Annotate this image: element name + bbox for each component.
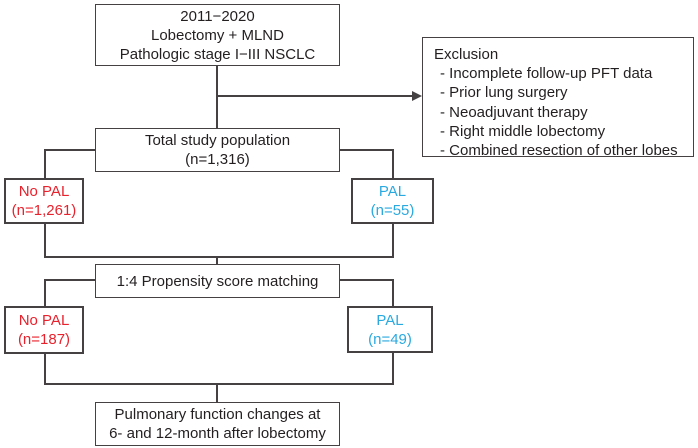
- no-pal-matched-count: (n=187): [17, 331, 71, 348]
- cohort-box: 2011−2020 Lobectomy + MLND Pathologic st…: [95, 4, 340, 66]
- connector-total-left-v: [44, 149, 46, 178]
- connector-to-exclusion: [216, 95, 413, 97]
- connector-nopal2-down: [44, 353, 46, 385]
- total-population-line-1: Total study population: [144, 132, 291, 149]
- connector-matching-left-h: [44, 279, 95, 281]
- connector-nopal1-down: [44, 224, 46, 258]
- no-pal-matched-label: No PAL: [18, 312, 70, 329]
- connector-merge1-to-matching: [216, 256, 218, 265]
- pal-matched-count: (n=49): [368, 330, 412, 348]
- connector-total-left-h: [44, 149, 95, 151]
- connector-merge2-h: [44, 383, 394, 385]
- connector-total-right-h: [340, 149, 394, 151]
- outcome-line-1: Pulmonary function changes at: [114, 406, 321, 423]
- exclusion-item-3: - Neoadjuvant therapy: [440, 103, 588, 121]
- total-population-box: Total study population (n=1,316): [95, 128, 340, 172]
- no-pal-unmatched-count: (n=1,261): [11, 202, 77, 219]
- connector-total-right-v: [392, 149, 394, 178]
- exclusion-title: Exclusion: [434, 46, 499, 63]
- connector-merge2-to-outcome: [216, 383, 218, 402]
- connector-matching-right-h: [340, 279, 394, 281]
- cohort-line-3: Pathologic stage I−III NSCLC: [119, 45, 316, 63]
- no-pal-unmatched-label: No PAL: [18, 183, 70, 200]
- propensity-matching-label: 1:4 Propensity score matching: [116, 272, 319, 290]
- connector-matching-left-v: [44, 279, 46, 306]
- cohort-line-2: Lobectomy + MLND: [151, 26, 284, 44]
- connector-matching-right-v: [392, 279, 394, 306]
- propensity-matching-box: 1:4 Propensity score matching: [95, 264, 340, 298]
- exclusion-box: Exclusion - Incomplete follow-up PFT dat…: [422, 37, 694, 160]
- exclusion-item-2: - Prior lung surgery: [440, 84, 568, 102]
- connector-pal1-down: [392, 224, 394, 258]
- exclusion-arrowhead-icon: [412, 91, 422, 101]
- no-pal-matched-box: No PAL (n=187): [4, 306, 84, 354]
- pal-unmatched-count: (n=55): [370, 202, 415, 219]
- exclusion-items: - Incomplete follow-up PFT data - Prior …: [434, 64, 678, 160]
- connector-pal2-down: [392, 352, 394, 385]
- cohort-line-1: 2011−2020: [180, 7, 255, 25]
- exclusion-item-1: - Incomplete follow-up PFT data: [440, 65, 653, 83]
- pal-unmatched-label: PAL: [378, 183, 407, 200]
- connector-cohort-to-total: [216, 66, 218, 128]
- pal-matched-label: PAL: [376, 311, 404, 329]
- pal-matched-box: PAL (n=49): [347, 306, 433, 353]
- outcome-line-2: 6- and 12-month after lobectomy: [109, 425, 326, 442]
- connector-merge1-h: [44, 256, 394, 258]
- pal-unmatched-box: PAL (n=55): [351, 178, 434, 224]
- outcome-box: Pulmonary function changes at 6- and 12-…: [95, 402, 340, 446]
- exclusion-item-5: - Combined resection of other lobes: [440, 142, 678, 160]
- no-pal-unmatched-box: No PAL (n=1,261): [4, 178, 84, 224]
- exclusion-item-4: - Right middle lobectomy: [440, 122, 606, 140]
- total-population-line-2: (n=1,316): [185, 151, 250, 168]
